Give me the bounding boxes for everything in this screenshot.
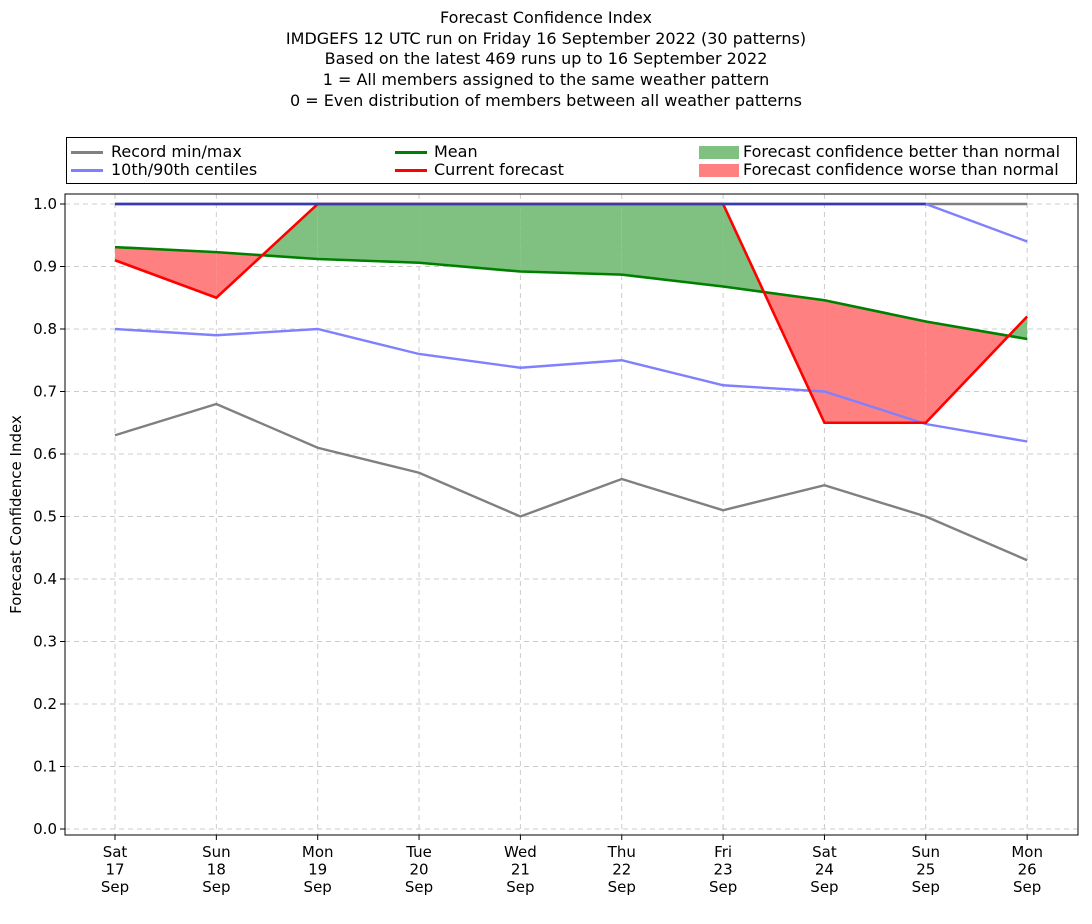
y-tick-label: 0.8 [33,320,57,338]
fill-better-than-normal [317,204,420,263]
legend-swatch-better [699,146,739,159]
title-line-5: 0 = Even distribution of members between… [289,91,803,110]
legend-swatch-centiles [71,169,103,172]
x-tick-label: Fri [714,843,732,861]
x-tick-label: 25 [916,861,935,879]
x-tick-label: Thu [607,843,636,861]
y-tick-label: 0.4 [33,570,57,588]
series-line-mean [114,245,1028,341]
legend-swatch-worse [699,164,739,177]
x-tick-label: Sep [405,878,433,896]
plot-frame [64,193,1079,836]
y-axis-label: Forecast Confidence Index [7,415,25,614]
y-tick-label: 0.3 [33,633,57,651]
fill-worse-than-normal [824,300,926,423]
legend-label-record: Record min/max [111,142,242,161]
x-tick-label: Sep [810,878,838,896]
x-tick-label: Sep [304,878,332,896]
legend-swatch-current [395,169,427,172]
legend-label-centiles: 10th/90th centiles [111,160,258,179]
legend-label-current: Current forecast [434,160,564,179]
x-tick-label: 21 [511,861,530,879]
x-tick-label: 20 [410,861,429,879]
x-tick-label: Tue [405,843,432,861]
x-tick-label: Mon [302,843,334,861]
x-tick-label: Wed [504,843,537,861]
x-tick-label: 19 [308,861,327,879]
y-tick-label: 0.7 [33,383,57,401]
x-tick-label: Sun [912,843,941,861]
x-tick-label: 17 [105,861,124,879]
legend-label-better: Forecast confidence better than normal [743,142,1061,161]
legend-label-worse: Forecast confidence worse than normal [743,160,1059,179]
fill-better-than-normal [621,204,724,287]
legend-swatch-mean [395,151,427,154]
x-tick-label: Sep [506,878,534,896]
y-tick-label: 0.5 [33,508,57,526]
title-line-4: 1 = All members assigned to the same wea… [322,70,770,89]
y-tick-label: 0.9 [33,258,57,276]
y-tick-label: 0.2 [33,695,57,713]
title-line-3: Based on the latest 469 runs up to 16 Se… [324,49,768,68]
x-tick-label: Sep [101,878,129,896]
series-line-record-min [114,402,1028,562]
y-tick-label: 0.1 [33,758,57,776]
fill-worse-than-normal [115,247,217,298]
legend-swatch-record [71,151,103,154]
x-tick-label: Sat [103,843,128,861]
x-tick-label: Sep [202,878,230,896]
series-line-10th-centile [114,327,1028,443]
x-tick-label: Mon [1011,843,1043,861]
title-line-2: IMDGEFS 12 UTC run on Friday 16 Septembe… [285,29,807,48]
x-tick-label: Sep [1013,878,1041,896]
title-line-1: Forecast Confidence Index [440,8,652,27]
legend-label-mean: Mean [434,142,478,161]
x-tick-label: Sep [709,878,737,896]
x-tick-label: 26 [1018,861,1037,879]
y-tick-label: 0.6 [33,445,57,463]
x-tick-label: 18 [207,861,226,879]
x-tick-label: 24 [815,861,834,879]
x-tick-label: Sun [202,843,231,861]
x-tick-label: Sat [812,843,837,861]
chart-legend: Record min/max 10th/90th centiles Mean C… [66,137,1077,184]
x-tick-label: Sep [912,878,940,896]
y-tick-label: 0.0 [33,820,57,838]
x-tick-label: 23 [714,861,733,879]
fill-better-than-normal [419,204,521,272]
fill-worse-than-normal [925,321,1009,423]
y-tick-label: 1.0 [33,195,57,213]
x-tick-label: Sep [608,878,636,896]
fill-better-than-normal [520,204,622,275]
x-tick-label: 22 [612,861,631,879]
